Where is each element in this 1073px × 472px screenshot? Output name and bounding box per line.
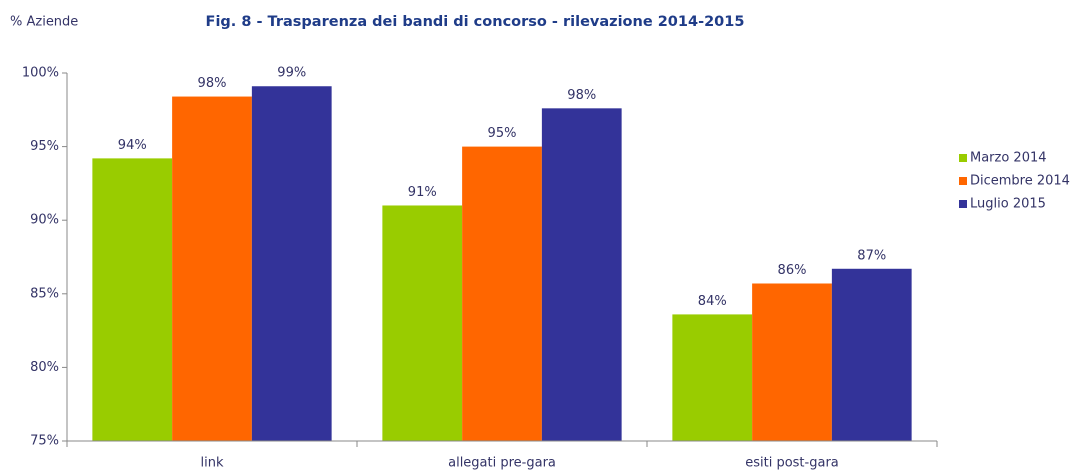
bar xyxy=(172,96,252,441)
y-tick-label: 85% xyxy=(30,286,59,301)
value-label: 94% xyxy=(118,138,147,153)
value-label: 86% xyxy=(778,263,807,278)
y-tick-label: 75% xyxy=(30,434,59,449)
bar xyxy=(92,158,173,441)
legend-label: Dicembre 2014 xyxy=(970,174,1070,189)
value-label: 99% xyxy=(277,66,306,81)
legend-swatch xyxy=(959,154,967,162)
x-tick-label: link xyxy=(201,456,224,471)
y-axis-title: % Aziende xyxy=(10,15,78,30)
value-label: 87% xyxy=(857,248,886,263)
y-tick-label: 90% xyxy=(30,213,59,228)
legend-swatch xyxy=(959,177,967,185)
bar xyxy=(831,268,912,441)
value-label: 84% xyxy=(698,294,727,309)
bar xyxy=(541,108,622,441)
legend-swatch xyxy=(959,200,967,208)
y-tick-label: 95% xyxy=(30,139,59,154)
chart-title: Fig. 8 - Trasparenza dei bandi di concor… xyxy=(206,14,745,30)
y-tick-label: 100% xyxy=(22,66,59,81)
bar xyxy=(752,283,832,441)
legend-label: Marzo 2014 xyxy=(970,151,1047,166)
value-label: 91% xyxy=(408,185,437,200)
x-tick-label: esiti post-gara xyxy=(745,456,839,471)
bar xyxy=(672,314,753,441)
x-tick-label: allegati pre-gara xyxy=(448,456,556,471)
value-label: 98% xyxy=(567,88,596,103)
value-label: 98% xyxy=(198,76,227,91)
legend-label: Luglio 2015 xyxy=(970,197,1046,212)
bar xyxy=(462,146,542,441)
value-label: 95% xyxy=(488,126,517,141)
bar xyxy=(251,86,332,442)
bar xyxy=(382,205,463,441)
y-tick-label: 80% xyxy=(30,360,59,375)
